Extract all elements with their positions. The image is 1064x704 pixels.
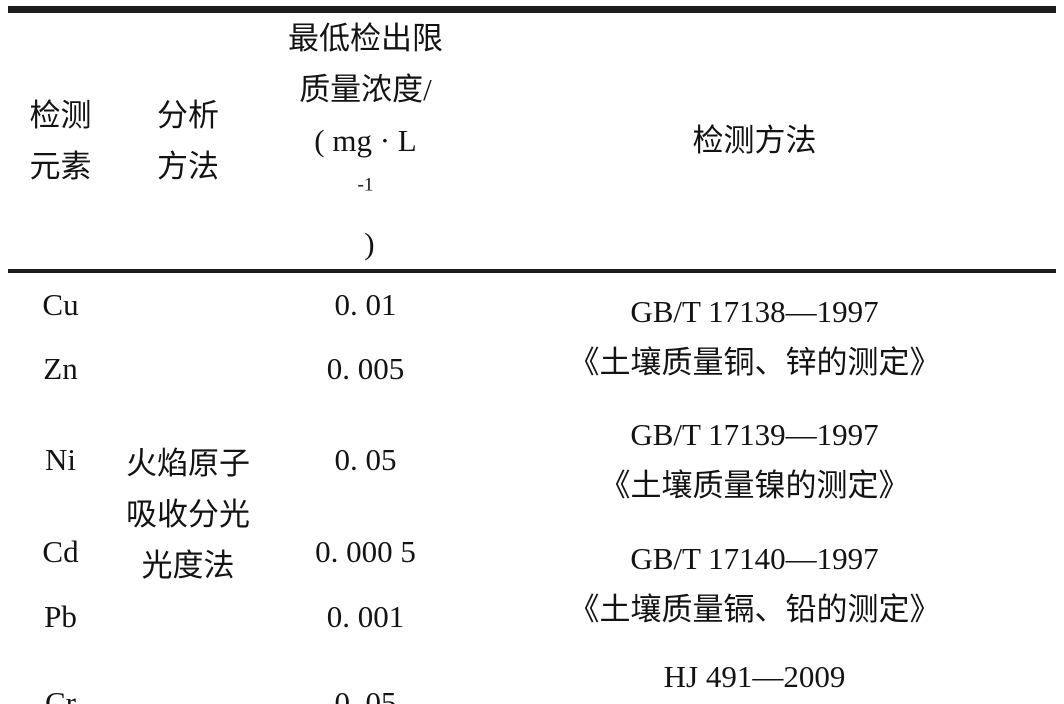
standard-title: 《土壤质量镍的测定》: [599, 467, 910, 503]
header-limit-line1: 最低检出限: [288, 21, 443, 56]
standard-code: GB/T 17138—1997: [630, 293, 879, 329]
header-limit-unit: ( mg · L -1 ): [263, 115, 468, 268]
table-row-zn: Zn 0. 005: [8, 337, 1056, 401]
standard-cell-cd-pb: GB/T 17140—1997 《土壤质量镉、铅的测定》: [508, 519, 1056, 649]
standard-code: HJ 491—2009: [663, 659, 846, 695]
table-row-cu: Cu 火焰原子 吸收分光 光度法 0. 01 GB/T 17138—1997 《…: [8, 271, 1056, 583]
element-symbol: Cu: [42, 287, 79, 323]
element-symbol: Cd: [42, 533, 79, 569]
unit-prefix: ( mg · L: [314, 123, 417, 159]
header-element-line2: 元素: [29, 148, 92, 184]
standard-title: 《土壤质量镉、铅的测定》: [568, 591, 941, 627]
header-standard: 检测方法: [692, 123, 817, 159]
element-symbol: Cr: [45, 684, 76, 704]
detection-limit-value: 0. 01: [334, 287, 397, 323]
detection-limit-value: 0. 05: [334, 684, 397, 704]
header-detection-limit: 最低检出限 质量浓度/ ( mg · L -1 ): [263, 10, 508, 271]
element-symbol: Ni: [45, 442, 76, 478]
analysis-method-line3: 光度法: [141, 548, 235, 584]
table-row-cr: Cr 0. 05 HJ 491—2009 《土壤质量总铬的测定》: [8, 649, 1056, 704]
table-row-pb: Pb 0. 001: [8, 584, 1056, 649]
table-row-ni: Ni 0. 05 GB/T 17139—1997 《土壤质量镍的测定》: [8, 401, 1056, 519]
detection-limit-value: 0. 001: [326, 598, 405, 634]
table-row-cd: Cd 0. 000 5 GB/T 17140—1997 《土壤质量镉、铅的测定》: [8, 519, 1056, 627]
standard-code: GB/T 17139—1997: [630, 416, 879, 452]
analysis-method-line1: 火焰原子: [126, 445, 250, 481]
standard-code: GB/T 17140—1997: [630, 540, 879, 576]
detection-limit-value: 0. 05: [334, 442, 397, 478]
unit-superscript: -1: [357, 175, 374, 197]
header-limit-line2: 质量浓度/: [299, 72, 432, 108]
header-analysis-method: 分析 方法: [113, 10, 263, 271]
table-header: 检测 元素 分析 方法 最低检出限 质量浓度/ ( mg · L -1 ) 检测方…: [8, 10, 1056, 271]
standard-title: 《土壤质量铜、锌的测定》: [568, 344, 941, 380]
standard-cell-ni: GB/T 17139—1997 《土壤质量镍的测定》: [508, 401, 1056, 519]
element-symbol: Pb: [44, 598, 77, 634]
detection-limit-value: 0. 005: [326, 351, 405, 387]
header-analysis-line2: 方法: [157, 148, 219, 184]
header-element: 检测 元素: [8, 10, 113, 271]
detection-methods-table: 检测 元素 分析 方法 最低检出限 质量浓度/ ( mg · L -1 ) 检测方…: [8, 6, 1056, 704]
header-element-line1: 检测: [29, 97, 92, 133]
header-analysis-line1: 分析: [157, 97, 219, 133]
standard-cell-cu-zn: GB/T 17138—1997 《土壤质量铜、锌的测定》: [508, 271, 1056, 401]
table-body: Cu 火焰原子 吸收分光 光度法 0. 01 GB/T 17138—1997 《…: [8, 271, 1056, 704]
detection-limit-value: 0. 000 5: [315, 533, 416, 569]
analysis-method-cell: 火焰原子 吸收分光 光度法: [113, 271, 263, 704]
header-row: 检测 元素 分析 方法 最低检出限 质量浓度/ ( mg · L -1 ) 检测方…: [8, 10, 1056, 271]
standard-cell-cr: HJ 491—2009 《土壤质量总铬的测定》: [508, 649, 1056, 704]
element-symbol: Zn: [43, 351, 78, 387]
unit-suffix: ): [356, 225, 375, 261]
analysis-method-line2: 吸收分光: [126, 496, 250, 532]
